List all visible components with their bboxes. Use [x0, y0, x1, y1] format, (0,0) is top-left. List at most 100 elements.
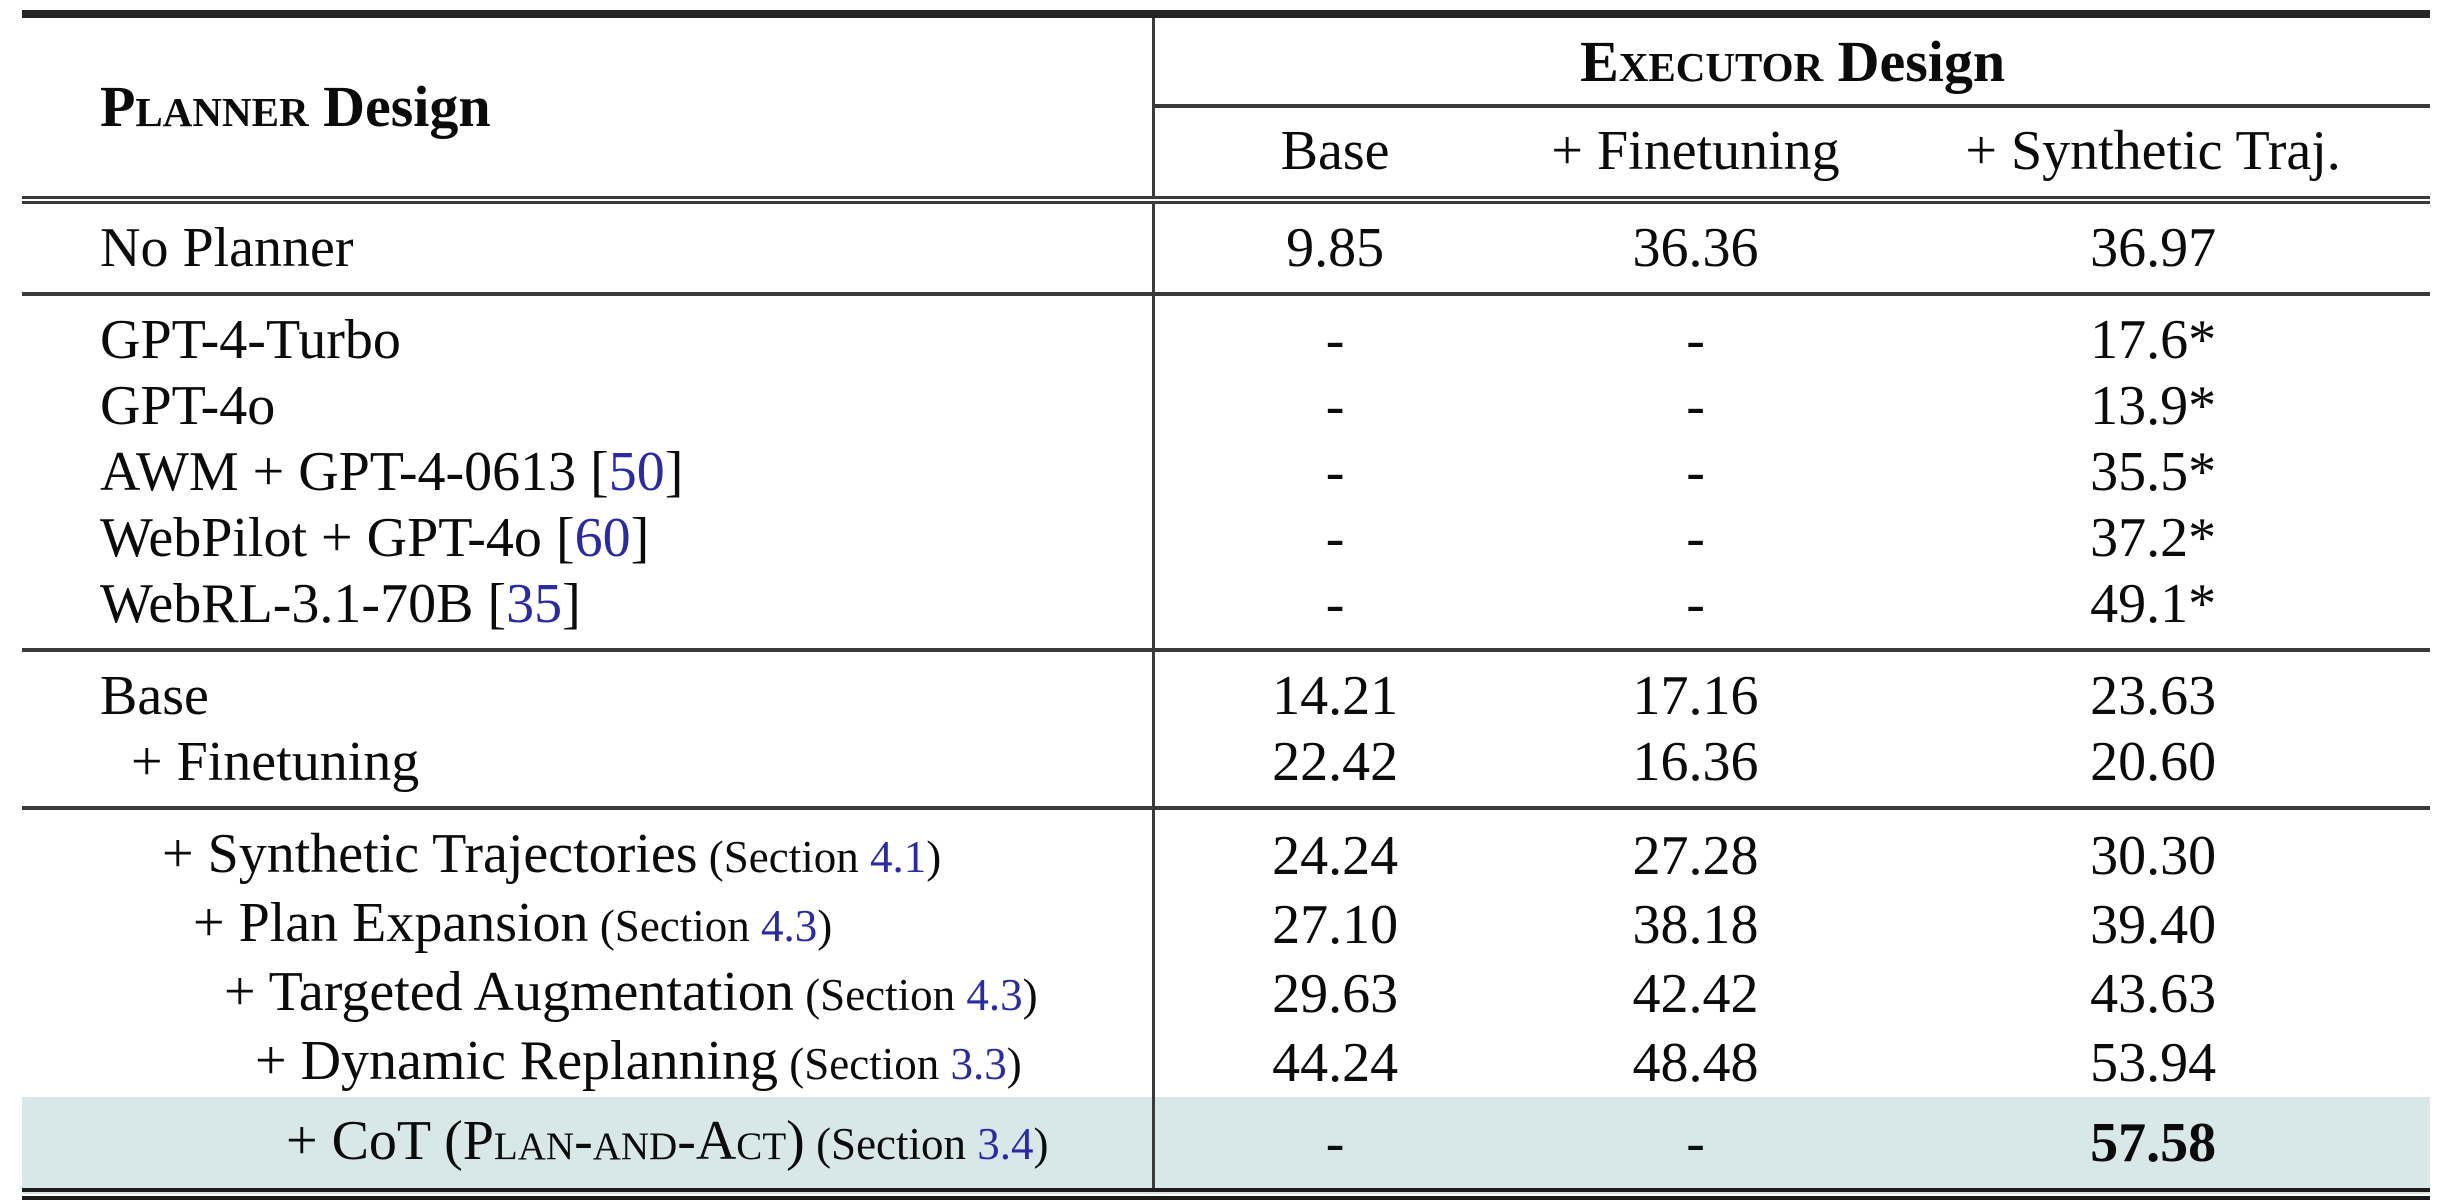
executor-header-rest: Design — [1823, 29, 2006, 94]
citation-bracket: [ — [576, 441, 609, 503]
citation-ref: [35] — [473, 573, 580, 635]
table-row: Base 14.21 17.16 23.63 — [22, 650, 2430, 729]
section-number: 3.4 — [977, 1119, 1034, 1169]
citation-ref: [50] — [576, 441, 683, 503]
row-label-smallcaps: Plan-and-Act — [462, 1110, 787, 1172]
planner-label-cell: + Finetuning — [22, 729, 1154, 810]
row-label: AWM + GPT-4-0613 — [100, 441, 577, 503]
citation-bracket: [ — [541, 507, 575, 569]
row-label: + Dynamic Replanning — [255, 1030, 779, 1092]
section-ref: (Section 4.1) — [697, 832, 942, 882]
section-ref: (Section 3.4) — [804, 1119, 1049, 1169]
planner-label-cell: + Dynamic Replanning (Section 3.3) — [22, 1028, 1154, 1097]
citation-number: 50 — [608, 441, 665, 503]
section-text: ) — [1022, 970, 1038, 1020]
section-text: (Section — [778, 1039, 951, 1089]
citation-number: 60 — [574, 507, 631, 569]
planner-design-header: Planner Design — [22, 10, 1154, 204]
table-row: GPT-4-Turbo - - 17.6* — [22, 294, 2430, 373]
header-row-group: Planner Design Executor Design — [22, 10, 2430, 204]
executor-design-header: Executor Design — [1152, 10, 2430, 108]
table-header: Planner Design Executor Design Base + Fi… — [22, 10, 2430, 204]
row-label-post: ) — [786, 1110, 805, 1172]
section-ref: (Section 3.3) — [778, 1039, 1022, 1089]
value-cell: 22.42 — [1152, 729, 1515, 810]
table-row: WebPilot + GPT-4o [60] - -37.2* — [22, 505, 2430, 571]
section-text: ) — [1033, 1119, 1049, 1169]
value-cell: 27.28 — [1632, 824, 1759, 887]
row-label: + Targeted Augmentation — [224, 961, 794, 1023]
table-row: + Synthetic Trajectories (Section 4.1) 24… — [22, 808, 2430, 890]
value-cell: 13.9* — [2090, 375, 2217, 437]
section-text: (Section — [588, 901, 762, 951]
table-body: No Planner 9.85 36.36 36.97 GPT-4-Turbo - -17.… — [22, 200, 2430, 1200]
section-text: (Section — [697, 832, 870, 882]
results-table: Planner Design Executor Design Base + Fi… — [22, 10, 2430, 1200]
planner-label-cell: + Synthetic Trajectories (Section 4.1) — [22, 808, 1154, 890]
section-text: ) — [926, 832, 942, 882]
section-text: ) — [1006, 1039, 1022, 1089]
table-row: + Plan Expansion (Section 4.3) 27.10 38.18… — [22, 890, 2430, 959]
value-cell: - — [1152, 1097, 1515, 1200]
planner-header-smallcaps: Planner — [100, 74, 309, 139]
section-text: (Section — [804, 1119, 978, 1169]
value-cell: 9.85 — [1152, 200, 1515, 296]
value-cell: 35.5* — [2090, 441, 2217, 503]
planner-label-cell: No Planner — [22, 200, 1154, 296]
value-cell: 53.94 — [2090, 1031, 2217, 1094]
value-cell: - — [1686, 507, 1705, 569]
row-label: + Finetuning — [131, 731, 420, 793]
table-row: + Dynamic Replanning (Section 3.3) 44.24 4… — [22, 1028, 2430, 1097]
value-cell: 36.36 — [1514, 200, 1877, 296]
column-header-base: Base — [1152, 106, 1515, 204]
table-row: + Finetuning 22.42 16.36 20.60 — [22, 729, 2430, 810]
section-number: 3.3 — [950, 1039, 1007, 1089]
value-cell: 20.60 — [1876, 729, 2430, 810]
value-cell: 17.16 — [1632, 665, 1759, 727]
table-row: WebRL-3.1-70B [35] - -49.1* — [22, 571, 2430, 652]
value-cell: 16.36 — [1514, 729, 1877, 810]
value-cell: 39.40 — [2090, 893, 2217, 956]
value-cell: - — [1152, 294, 1515, 373]
row-label: Base — [100, 665, 209, 727]
section-number: 4.3 — [761, 901, 818, 951]
value-cell: 44.24 — [1152, 1028, 1515, 1097]
section-number: 4.3 — [966, 970, 1023, 1020]
planner-label-cell: + Targeted Augmentation (Section 4.3) — [22, 959, 1154, 1028]
executor-header-smallcaps: Executor — [1580, 29, 1824, 94]
value-cell: 42.42 — [1632, 962, 1759, 1025]
section-number: 4.1 — [870, 832, 927, 882]
table-row: GPT-4o - - 13.9* — [22, 373, 2430, 439]
value-cell: 23.63 — [2090, 665, 2217, 727]
section-text: ) — [817, 901, 833, 951]
value-cell: - — [1152, 505, 1515, 571]
row-label: GPT-4o — [100, 375, 276, 437]
value-cell: 14.21 — [1152, 650, 1515, 729]
row-label: No Planner — [100, 217, 354, 279]
column-header-finetuning: + Finetuning — [1514, 106, 1877, 204]
value-cell: 24.24 — [1152, 808, 1515, 890]
value-cell: - — [1152, 439, 1515, 505]
value-cell: 48.48 — [1632, 1031, 1759, 1094]
planner-header-rest: Design — [308, 74, 491, 139]
value-cell: 49.1* — [1876, 571, 2430, 652]
citation-ref: [60] — [542, 507, 649, 569]
citation-number: 35 — [506, 573, 563, 635]
planner-label-cell: + CoT (Plan-and-Act) (Section 3.4) — [22, 1097, 1154, 1200]
table-row: No Planner 9.85 36.36 36.97 — [22, 200, 2430, 296]
section-ref: (Section 4.3) — [794, 970, 1038, 1020]
row-label: GPT-4-Turbo — [100, 309, 401, 371]
value-cell: 30.30 — [2090, 824, 2217, 887]
row-label: + Synthetic Trajectories — [162, 823, 698, 885]
value-cell: 57.58 — [1876, 1097, 2430, 1200]
value-cell: 38.18 — [1632, 893, 1759, 956]
table-row: AWM + GPT-4-0613 [50] - -35.5* — [22, 439, 2430, 505]
value-cell: - — [1152, 571, 1515, 652]
planner-label-cell: + Plan Expansion (Section 4.3) — [22, 890, 1154, 959]
planner-label-cell: WebRL-3.1-70B [35] — [22, 571, 1154, 652]
citation-bracket: ] — [562, 573, 581, 635]
planner-label-cell: GPT-4-Turbo — [22, 294, 1154, 373]
value-cell: - — [1152, 373, 1515, 439]
row-label: + Plan Expansion — [193, 892, 589, 954]
